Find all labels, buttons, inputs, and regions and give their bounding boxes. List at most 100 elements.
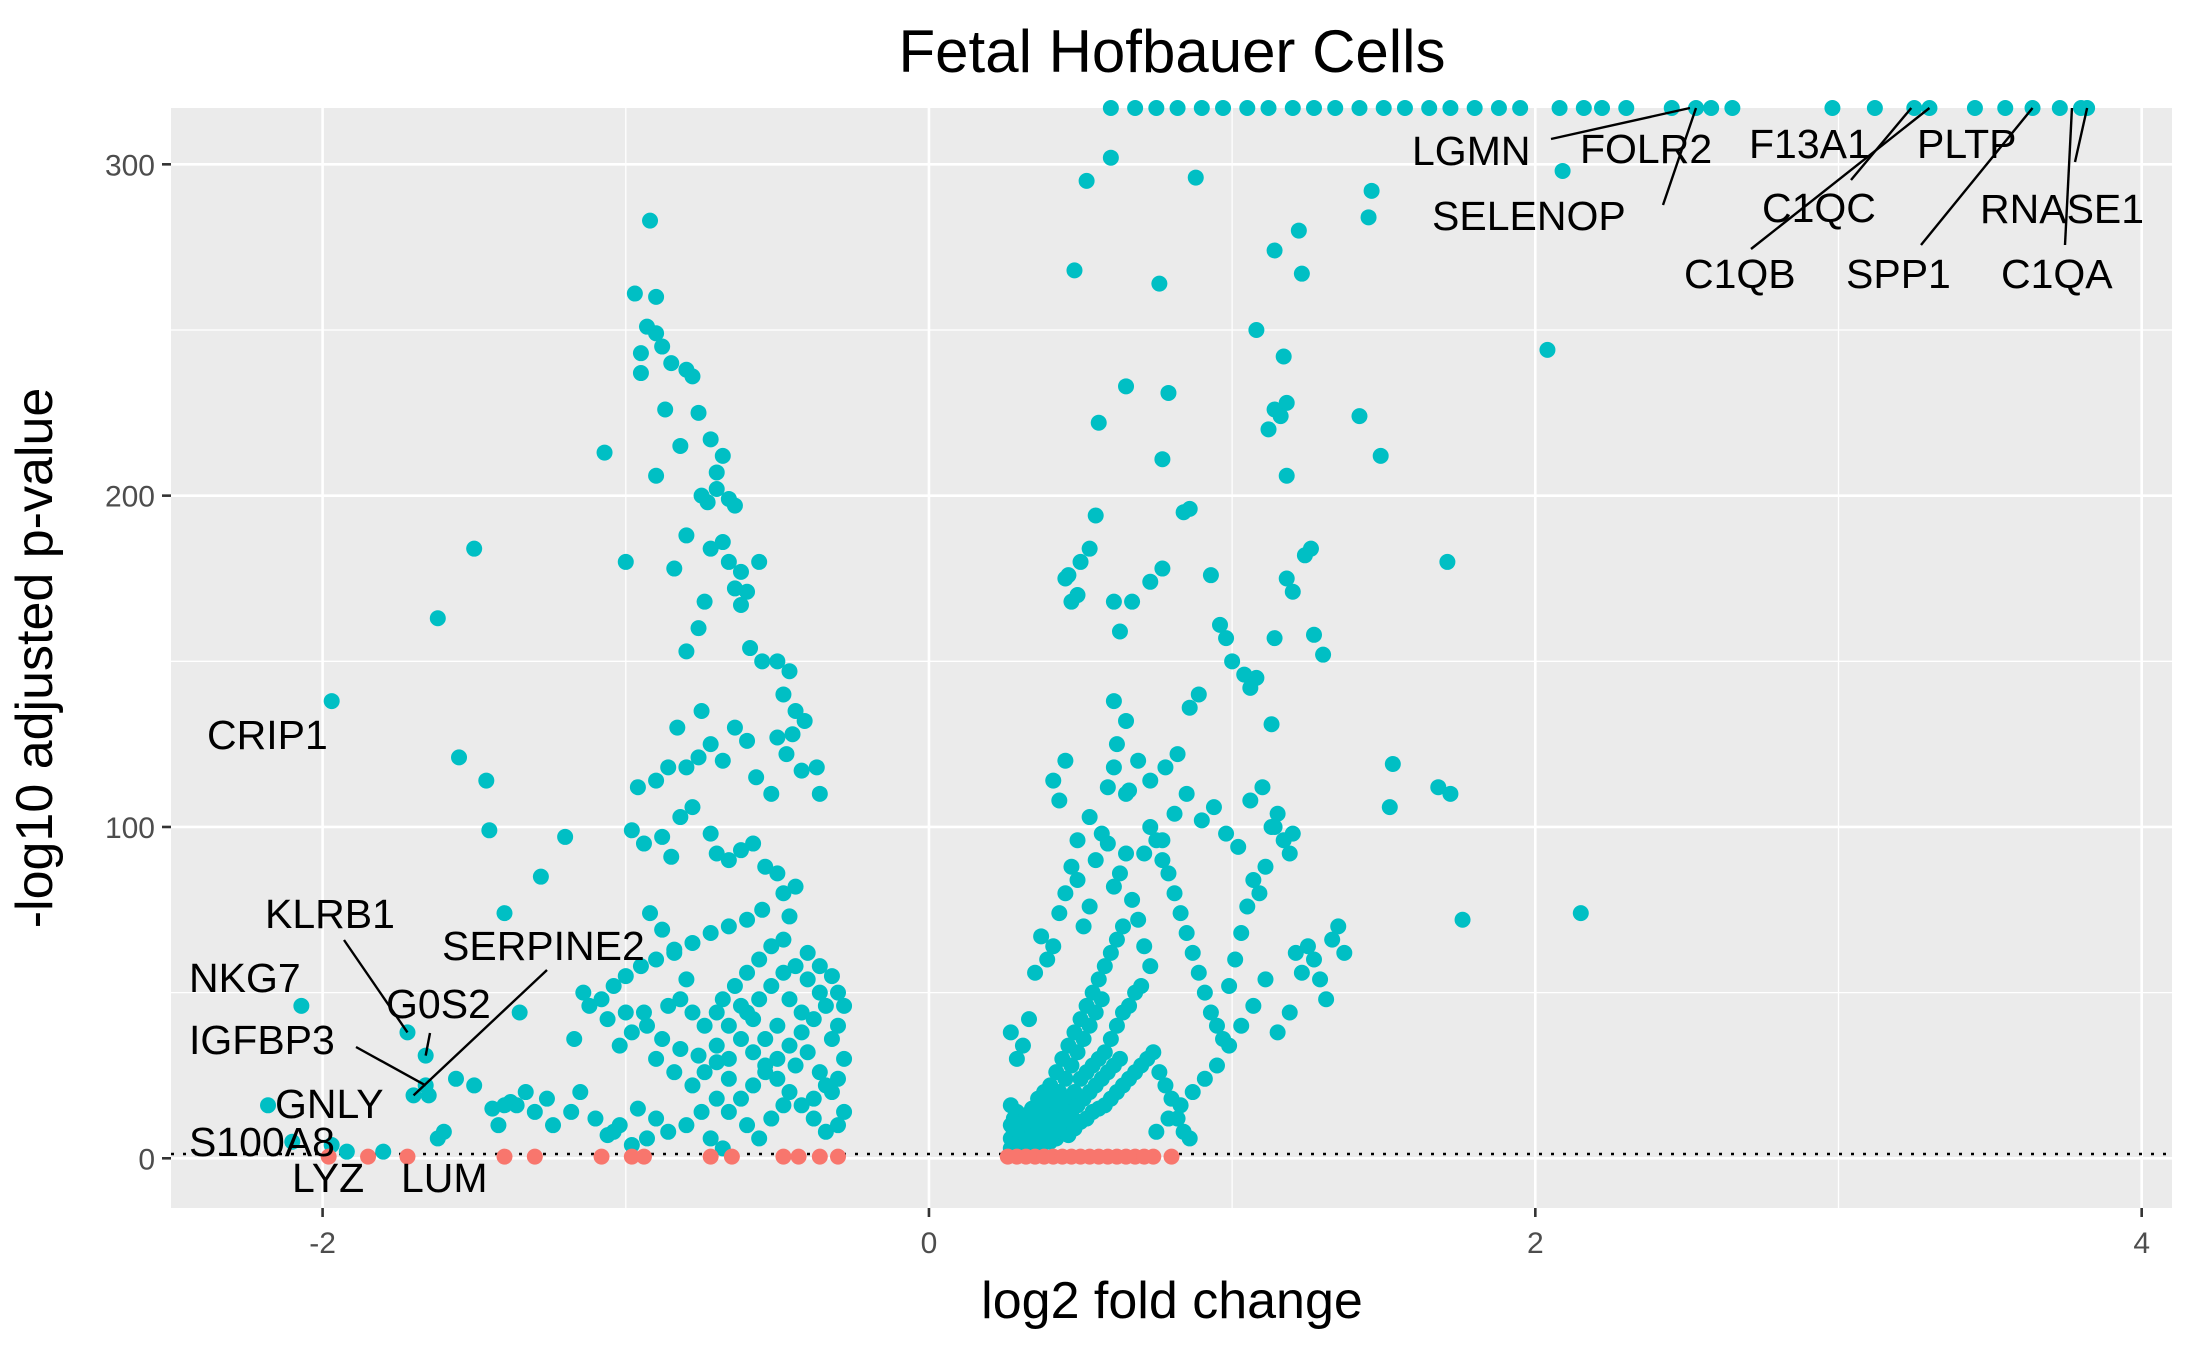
data-point xyxy=(666,944,683,961)
data-point xyxy=(1081,809,1098,826)
data-point xyxy=(823,1031,840,1048)
data-point xyxy=(763,1110,780,1127)
data-point xyxy=(684,368,701,385)
data-point xyxy=(1312,971,1329,988)
label-leader-lines xyxy=(343,106,2089,1097)
data-point xyxy=(836,997,853,1014)
data-point xyxy=(1315,646,1332,663)
leader-line-igfbp3 xyxy=(355,1045,427,1087)
data-point xyxy=(1181,1130,1198,1147)
data-point xyxy=(775,1097,792,1114)
x-tick-label: -2 xyxy=(309,1227,336,1260)
data-point xyxy=(757,1064,774,1081)
data-point xyxy=(1114,918,1131,935)
data-point xyxy=(817,997,834,1014)
data-point xyxy=(1233,1017,1250,1034)
data-point xyxy=(648,1110,665,1127)
data-point xyxy=(663,355,680,372)
gene-label-s100a8: S100A8 xyxy=(189,1119,335,1165)
data-point xyxy=(1124,593,1141,610)
data-point xyxy=(1160,1110,1177,1127)
data-point xyxy=(1703,100,1720,116)
data-point xyxy=(1045,938,1062,955)
data-point xyxy=(632,958,649,975)
data-point xyxy=(648,1050,665,1067)
data-point xyxy=(623,1024,640,1041)
data-point xyxy=(1151,1064,1168,1081)
data-point xyxy=(1087,852,1104,869)
data-point xyxy=(739,1117,756,1134)
data-point xyxy=(702,540,719,557)
data-point xyxy=(1208,1017,1225,1034)
data-point xyxy=(811,1148,828,1165)
data-point xyxy=(678,527,695,544)
data-point xyxy=(732,842,749,859)
data-point xyxy=(1096,958,1113,975)
data-point xyxy=(1221,1037,1238,1054)
data-point xyxy=(1157,1077,1174,1094)
data-point xyxy=(757,858,774,875)
data-point xyxy=(1284,583,1301,600)
data-point xyxy=(1021,1011,1038,1028)
data-point xyxy=(451,749,468,766)
data-point xyxy=(663,848,680,865)
data-point xyxy=(702,925,719,941)
data-point xyxy=(684,1004,701,1021)
data-point xyxy=(1193,812,1210,829)
chart-title: Fetal Hofbauer Cells xyxy=(899,18,1446,85)
data-point xyxy=(1154,560,1171,577)
data-point xyxy=(517,1084,534,1101)
data-point xyxy=(1266,630,1283,647)
data-point xyxy=(496,1097,513,1114)
data-point xyxy=(1102,149,1119,166)
data-point xyxy=(1490,100,1507,116)
data-point xyxy=(1245,997,1262,1014)
data-point xyxy=(1327,100,1344,116)
data-point xyxy=(1169,746,1186,763)
data-point xyxy=(532,868,549,885)
data-point xyxy=(1108,736,1125,753)
data-point xyxy=(742,640,759,657)
data-point xyxy=(1184,944,1201,961)
data-point xyxy=(708,464,725,481)
data-point xyxy=(684,1077,701,1094)
data-point xyxy=(726,978,743,995)
data-point xyxy=(1075,1031,1092,1048)
data-point xyxy=(1236,666,1253,683)
data-point xyxy=(617,1004,634,1021)
data-point xyxy=(1278,570,1295,587)
data-point xyxy=(693,1103,710,1120)
data-point xyxy=(702,825,719,842)
data-point xyxy=(1281,845,1298,862)
data-point xyxy=(1145,1044,1162,1061)
data-point xyxy=(1227,951,1244,968)
data-point xyxy=(720,1017,737,1034)
data-point xyxy=(626,285,643,302)
data-point xyxy=(666,560,683,577)
data-point xyxy=(1212,616,1229,633)
data-point xyxy=(1269,1024,1286,1041)
data-point xyxy=(1190,686,1207,703)
data-point xyxy=(811,1064,828,1081)
data-point xyxy=(1224,653,1241,670)
data-point xyxy=(830,1070,846,1087)
data-point xyxy=(769,1017,786,1034)
gene-label-lyz: LYZ xyxy=(292,1155,364,1201)
data-point xyxy=(1163,1148,1180,1165)
data-point xyxy=(1087,507,1104,524)
data-point xyxy=(1151,275,1168,292)
data-point xyxy=(739,911,756,928)
data-point xyxy=(1281,1004,1298,1021)
data-point xyxy=(702,736,719,753)
data-point xyxy=(496,905,513,922)
data-point xyxy=(1245,871,1262,888)
data-point xyxy=(1866,100,1883,116)
data-point xyxy=(787,878,804,895)
data-point xyxy=(596,444,613,461)
data-point xyxy=(1148,1123,1165,1140)
data-point xyxy=(635,1148,652,1165)
gene-label-spp1: SPP1 xyxy=(1846,251,1951,297)
data-point xyxy=(1066,262,1083,279)
data-point xyxy=(1108,931,1125,948)
data-point xyxy=(784,726,801,743)
